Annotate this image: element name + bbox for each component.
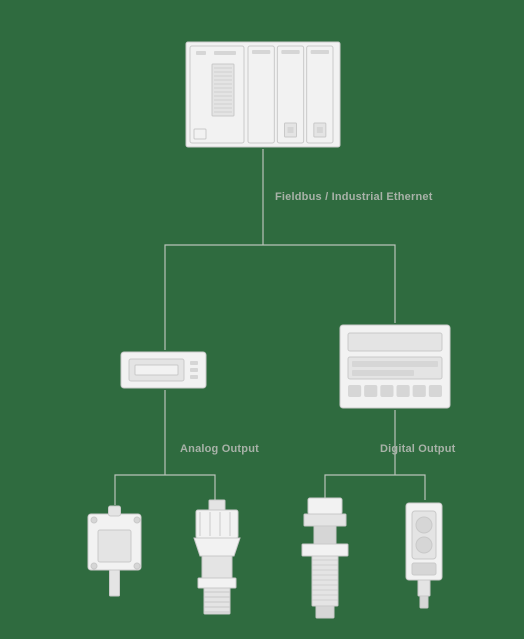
digital-io-module [340, 325, 450, 408]
analog-io-module [121, 352, 206, 388]
plc-controller [186, 42, 340, 147]
label-analog: Analog Output [180, 443, 259, 455]
label-fieldbus: Fieldbus / Industrial Ethernet [275, 191, 433, 203]
label-digital: Digital Output [380, 443, 456, 455]
